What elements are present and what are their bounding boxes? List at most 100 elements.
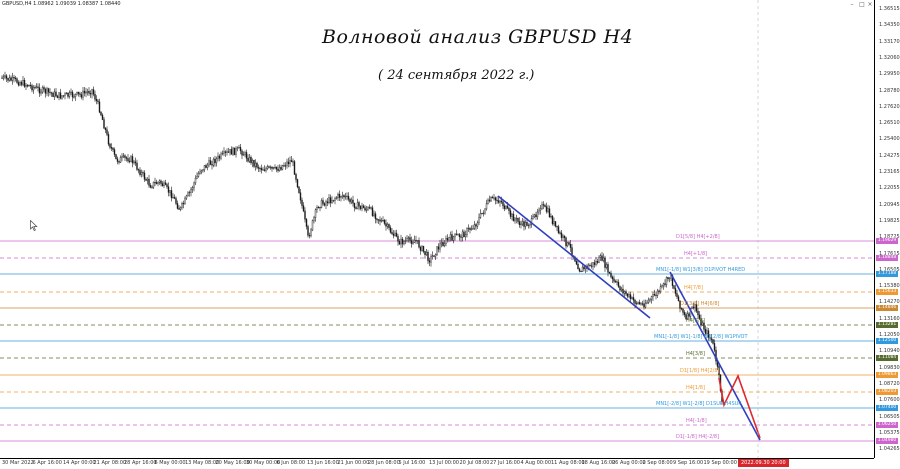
wave-channel-line bbox=[497, 195, 651, 319]
candle-body bbox=[400, 238, 402, 245]
candle-body bbox=[316, 207, 318, 210]
candle-body bbox=[533, 214, 536, 217]
candle-body bbox=[148, 178, 150, 186]
candle-body bbox=[277, 168, 279, 171]
candle-body bbox=[169, 190, 171, 193]
price-tick-label: 1.33170 bbox=[879, 38, 900, 45]
time-tick-label: 20 May 16:00 bbox=[215, 460, 250, 466]
maximize-button[interactable]: □ bbox=[859, 1, 865, 8]
candle-body bbox=[40, 91, 42, 94]
candle-body bbox=[466, 228, 468, 235]
price-axis[interactable]: 1.36515 1.34350 1.33170 1.32060 1.29950 1.287… bbox=[874, 0, 900, 458]
candle-body bbox=[694, 304, 696, 309]
candle-body bbox=[101, 114, 104, 120]
candle-body bbox=[398, 241, 401, 245]
minimize-button[interactable]: – bbox=[850, 1, 854, 8]
price-tick-label: 1.17615 bbox=[879, 250, 900, 257]
candle-body bbox=[616, 281, 618, 283]
candle-body bbox=[335, 197, 338, 199]
candle-body bbox=[707, 330, 710, 339]
candle-body bbox=[395, 232, 398, 237]
candle-body bbox=[151, 186, 153, 188]
price-chart[interactable] bbox=[0, 0, 874, 458]
candle-body bbox=[269, 166, 272, 168]
candle-body bbox=[301, 199, 303, 206]
candle-body bbox=[392, 233, 395, 236]
time-tick-label: 9 Sep 16:00 bbox=[673, 460, 704, 466]
candle-body bbox=[284, 165, 287, 167]
candle-body bbox=[74, 94, 77, 98]
candle-body bbox=[317, 207, 320, 209]
candle-body bbox=[272, 167, 275, 169]
candle-body bbox=[407, 237, 410, 239]
candle-body bbox=[373, 213, 375, 216]
candle-body bbox=[329, 197, 332, 204]
candle-body bbox=[659, 286, 662, 292]
candle-body bbox=[512, 213, 515, 222]
candle-body bbox=[563, 235, 566, 238]
candle-body bbox=[559, 232, 561, 234]
candle-body bbox=[250, 157, 252, 164]
candle-body bbox=[83, 90, 86, 94]
candle-body bbox=[262, 169, 264, 171]
candle-body bbox=[139, 169, 141, 175]
candle-body bbox=[251, 160, 254, 164]
candle-body bbox=[64, 93, 66, 96]
time-tick-label: 26 Aug 00:00 bbox=[612, 460, 646, 466]
candle-body bbox=[338, 193, 341, 198]
candle-body bbox=[352, 199, 354, 204]
candle-body bbox=[17, 82, 20, 86]
candle-body bbox=[220, 153, 222, 159]
candle-body bbox=[110, 147, 113, 149]
candle-body bbox=[337, 193, 339, 198]
level-label: H4[-1/8] bbox=[686, 418, 707, 424]
candle-body bbox=[718, 366, 720, 376]
candle-body bbox=[211, 164, 213, 166]
candle-body bbox=[590, 265, 593, 267]
candle-body bbox=[535, 214, 537, 218]
candle-body bbox=[176, 203, 179, 209]
candle-body bbox=[197, 173, 200, 177]
candle-body bbox=[310, 229, 312, 237]
candle-body bbox=[496, 199, 498, 201]
candle-body bbox=[647, 299, 650, 303]
time-tick-label: 13 May 08:00 bbox=[185, 460, 220, 466]
candle-body bbox=[304, 210, 306, 220]
candle-body bbox=[278, 167, 281, 171]
candle-body bbox=[506, 205, 509, 209]
candle-body bbox=[518, 221, 521, 226]
price-tick-label: 1.32060 bbox=[879, 54, 900, 61]
candle-body bbox=[218, 155, 221, 159]
candle-body bbox=[544, 205, 546, 207]
candle-body bbox=[221, 152, 224, 155]
candle-body bbox=[554, 221, 557, 227]
level-price-badge: 1.07400 bbox=[876, 405, 898, 411]
candle-body bbox=[163, 182, 165, 187]
candle-body bbox=[167, 186, 170, 193]
candle-body bbox=[32, 87, 35, 91]
candle-body bbox=[320, 200, 323, 208]
candle-body bbox=[313, 217, 315, 221]
candle-body bbox=[85, 92, 87, 94]
time-axis[interactable]: 30 Mar 2022 6 Apr 16:00 14 Apr 00:00 21 Apr… bbox=[0, 458, 874, 469]
candle-body bbox=[403, 240, 405, 245]
candle-body bbox=[214, 158, 216, 164]
close-button[interactable]: × bbox=[867, 1, 873, 8]
candle-body bbox=[469, 228, 471, 230]
level-price-badge: 1.15633 bbox=[876, 289, 898, 295]
candle-body bbox=[116, 158, 119, 162]
candle-body bbox=[106, 129, 108, 135]
price-tick-label: 1.22055 bbox=[879, 185, 900, 192]
candle-body bbox=[34, 87, 36, 89]
candle-body bbox=[164, 182, 167, 185]
candle-body bbox=[698, 314, 701, 320]
candle-body bbox=[557, 226, 560, 233]
candle-body bbox=[520, 223, 522, 226]
price-tick-label: 1.26510 bbox=[879, 120, 900, 127]
candle-body bbox=[692, 306, 695, 309]
candle-body bbox=[440, 242, 443, 245]
candle-body bbox=[667, 277, 669, 280]
price-tick-label: 1.18725 bbox=[879, 234, 900, 240]
candle-body bbox=[401, 238, 404, 245]
